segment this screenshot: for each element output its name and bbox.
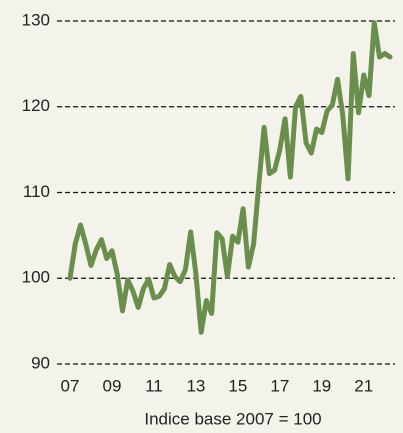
data-line (67, 20, 393, 335)
x-tick-label: 15 (228, 376, 247, 395)
x-tick-label: 19 (312, 376, 331, 395)
x-axis-label: Indice base 2007 = 100 (144, 409, 321, 428)
y-tick-label: 100 (22, 268, 50, 287)
y-tick-label: 90 (31, 353, 50, 372)
x-tick-label: 07 (61, 376, 80, 395)
y-tick-label: 120 (22, 96, 50, 115)
x-tick-label: 11 (145, 376, 163, 395)
x-tick-label: 13 (186, 376, 205, 395)
x-tick-label: 21 (354, 376, 373, 395)
y-tick-label: 110 (23, 182, 50, 201)
y-tick-label: 130 (22, 10, 50, 29)
x-tick-label: 09 (103, 376, 122, 395)
x-tick-label: 17 (270, 376, 289, 395)
